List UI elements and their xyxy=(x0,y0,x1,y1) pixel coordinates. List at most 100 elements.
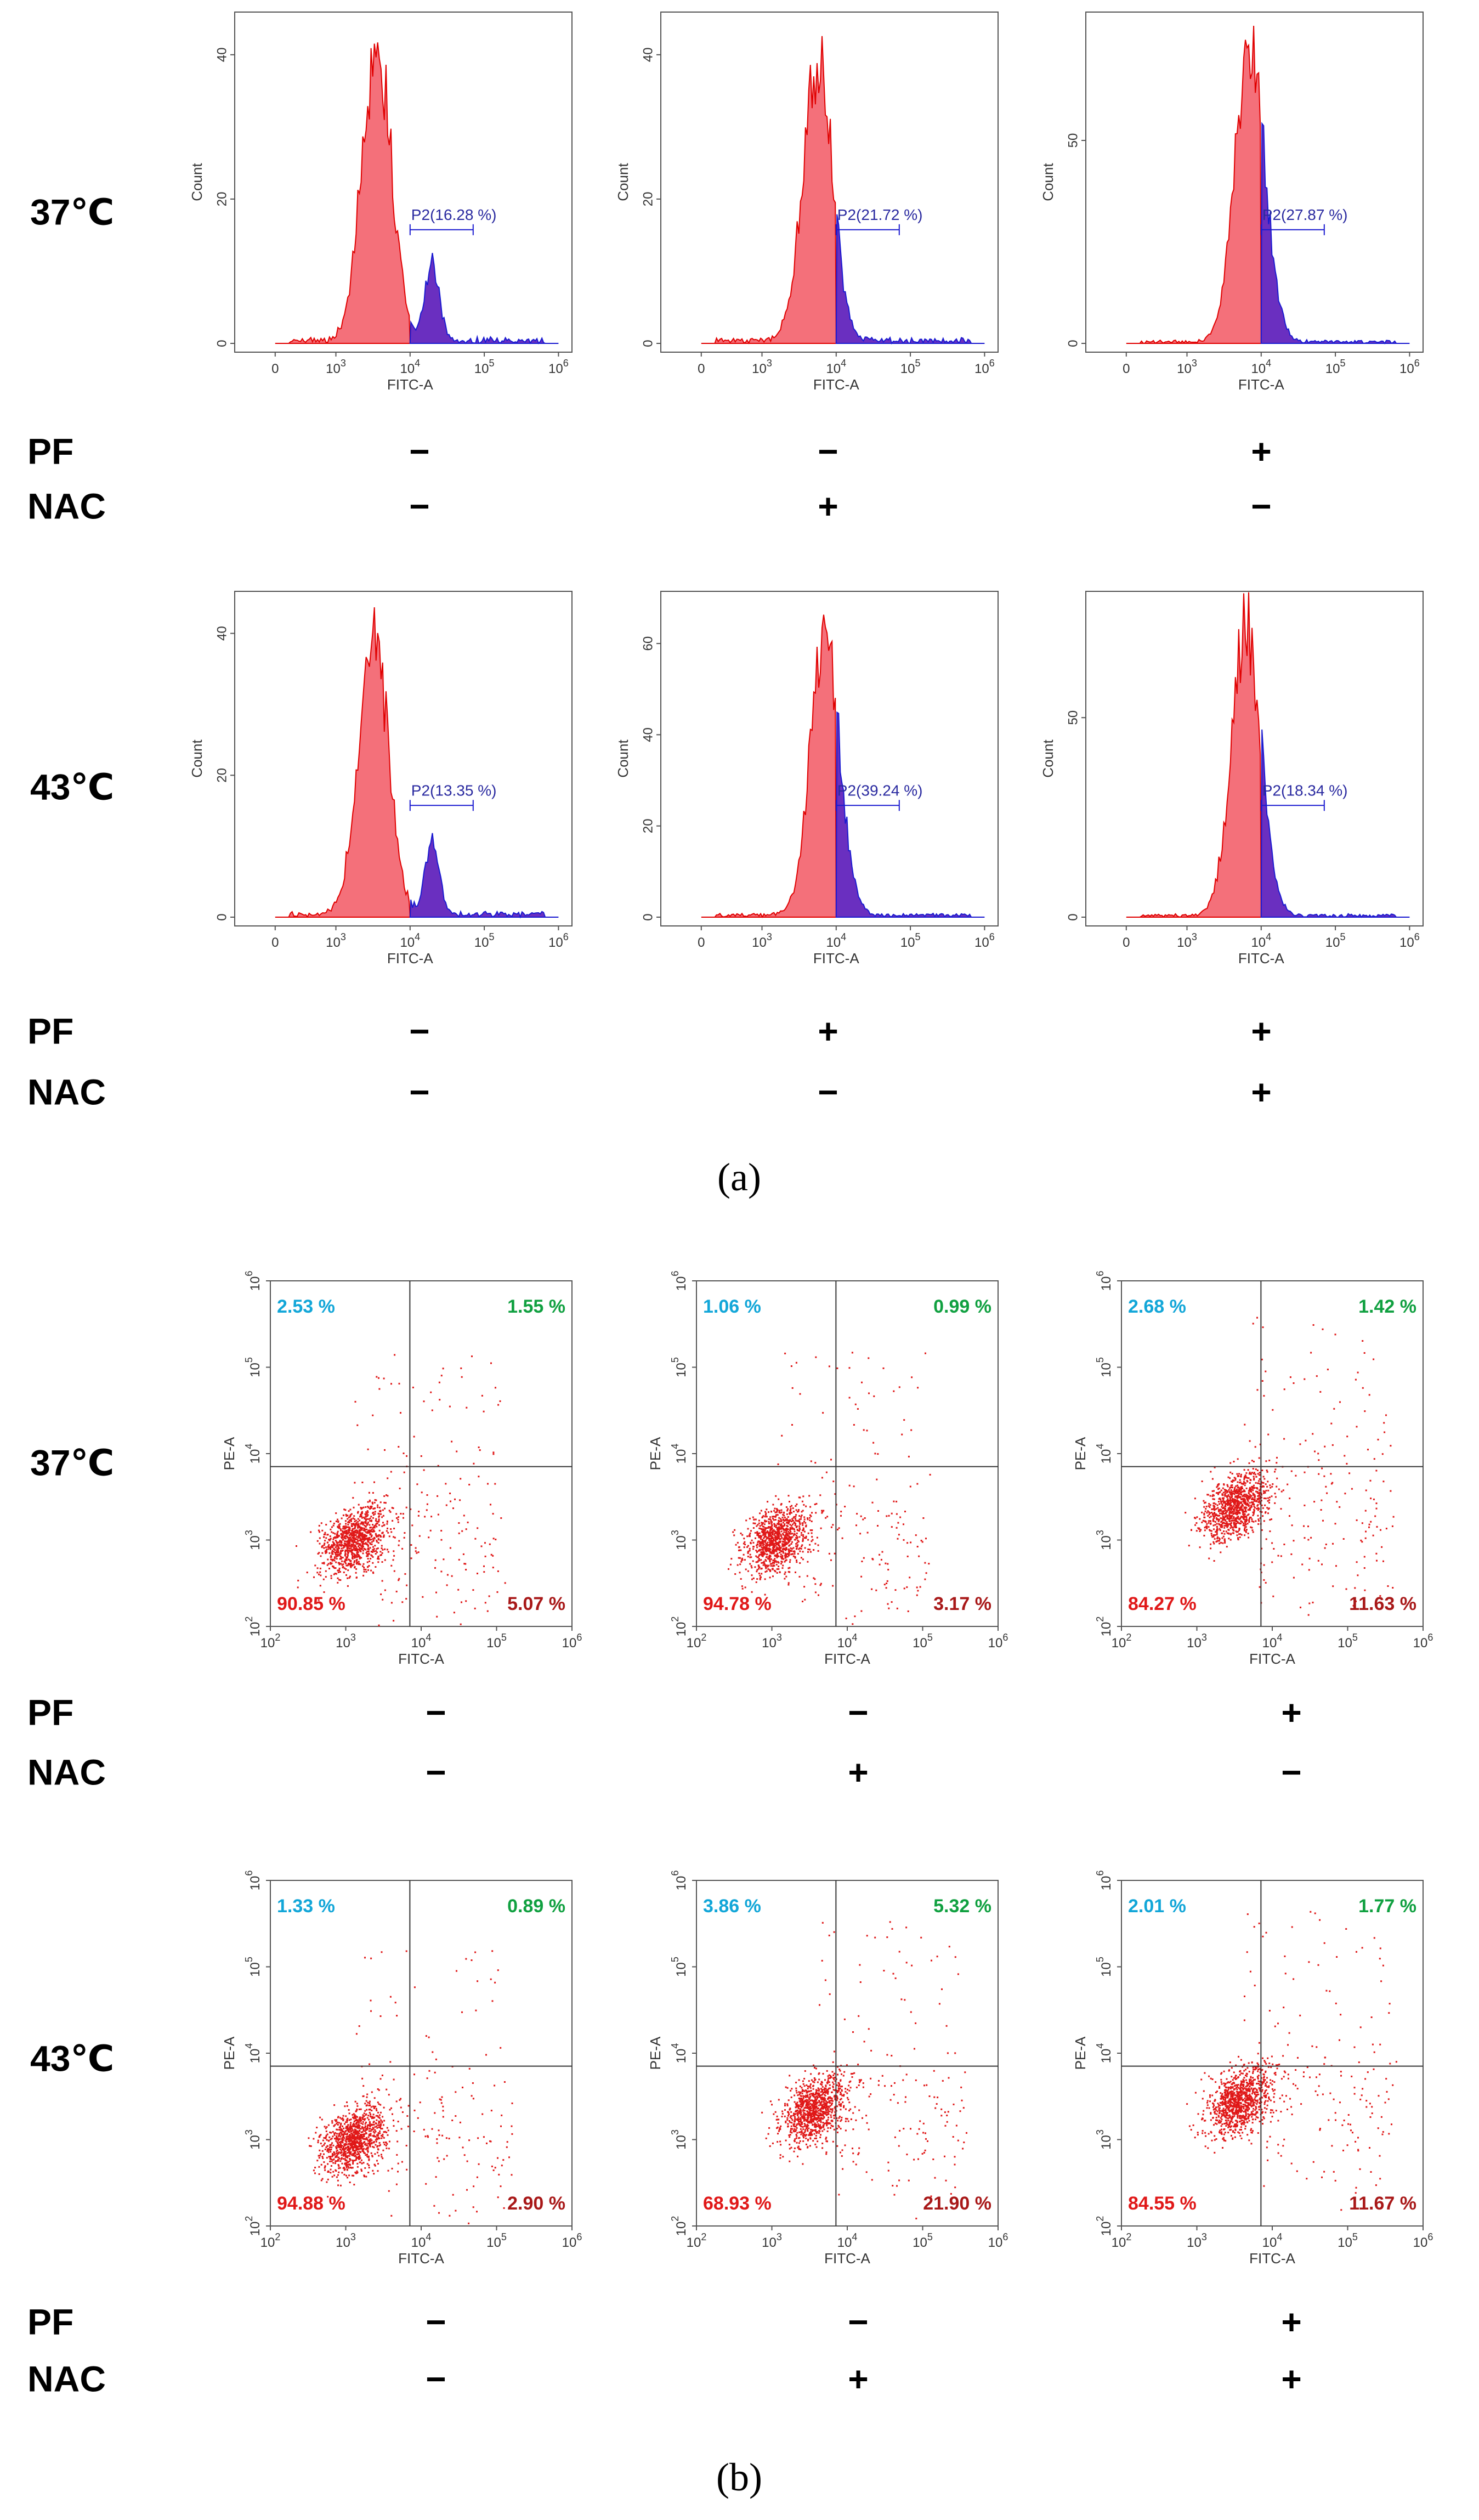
scatter-dot xyxy=(356,2108,358,2110)
scatter-dot xyxy=(344,2159,347,2161)
scatter-dot xyxy=(387,2129,389,2132)
scatter-dot xyxy=(418,1535,421,1537)
scatter-dot xyxy=(370,1558,372,1560)
scatter-dot xyxy=(781,1545,784,1547)
scatter-dot xyxy=(316,1540,319,1542)
scatter-dot xyxy=(1259,1478,1261,1480)
scatter-dot xyxy=(777,1514,779,1516)
scatter-dot xyxy=(329,2160,331,2162)
scatter-dot xyxy=(353,1556,355,1558)
scatter-dot xyxy=(1244,1511,1245,1512)
scatter-dot xyxy=(759,1578,761,1580)
x-tick-label: 106 xyxy=(562,1632,582,1651)
scatter-dot xyxy=(357,2131,359,2133)
scatter-dot xyxy=(336,1558,338,1560)
scatter-dot xyxy=(339,1571,341,1573)
scatter-dot xyxy=(359,1532,361,1534)
scatter-dot xyxy=(350,1518,353,1520)
scatter-dot xyxy=(782,1522,784,1524)
scatter-dot xyxy=(759,1542,761,1545)
scatter-dot xyxy=(770,1539,772,1541)
scatter-dot xyxy=(1234,1487,1236,1489)
scatter-dot xyxy=(378,2145,381,2147)
scatter-dot xyxy=(928,1563,930,1565)
scatter-dot xyxy=(337,1581,339,1584)
scatter-dot xyxy=(506,2141,508,2143)
scatter-dot xyxy=(772,1530,774,1532)
scatter-dot xyxy=(360,1545,362,1547)
scatter-dot xyxy=(343,1532,345,1533)
scatter-dot xyxy=(353,1563,355,1566)
scatter-dot xyxy=(324,2142,326,2144)
scatter-dot xyxy=(754,1522,756,1524)
scatter-dot xyxy=(318,1552,320,1554)
scatter-dot xyxy=(1243,1482,1245,1484)
scatter-dot xyxy=(1223,1525,1226,1527)
scatter-dot xyxy=(378,2120,380,2122)
y-tick-label: 0 xyxy=(214,340,229,347)
scatter-dot xyxy=(378,2142,381,2144)
scatter-dot xyxy=(1263,1498,1265,1499)
scatter-dot xyxy=(1222,1511,1225,1513)
scatter-dot xyxy=(1223,1518,1225,1520)
scatter-dot xyxy=(786,1528,788,1530)
scatter-dot xyxy=(1332,1542,1334,1545)
scatter-dot xyxy=(375,1550,377,1552)
scatter-dot xyxy=(381,1951,383,1953)
scatter-dot xyxy=(1231,1481,1233,1483)
scatter-dot xyxy=(355,1529,358,1532)
scatter-dot xyxy=(492,1453,495,1455)
scatter-dot xyxy=(1239,1507,1241,1509)
scatter-dot xyxy=(765,1560,767,1562)
scatter-dot xyxy=(353,2137,355,2139)
scatter-dot xyxy=(781,1527,783,1529)
scatter-dot xyxy=(337,1577,339,1579)
x-tick-label: 106 xyxy=(1413,1632,1433,1651)
scatter-dot xyxy=(347,1539,349,1541)
scatter-dot xyxy=(779,1540,781,1542)
scatter-dot xyxy=(355,2139,357,2141)
scatter-dot xyxy=(1227,1517,1229,1519)
scatter-dot xyxy=(768,1526,769,1528)
scatter-dot xyxy=(784,1523,786,1525)
quadrant-ul-percent: 1.06 % xyxy=(703,1296,761,1317)
scatter-dot xyxy=(354,1532,356,1534)
scatter-dot xyxy=(378,2126,380,2128)
scatter-dot xyxy=(358,2132,360,2134)
scatter-dot xyxy=(325,2136,327,2138)
scatter-dot xyxy=(355,2130,356,2132)
scatter-dot xyxy=(781,1516,784,1518)
scatter-dot xyxy=(371,2155,373,2157)
scatter-dot xyxy=(339,2126,341,2128)
scatter-dot xyxy=(334,1544,336,1546)
scatter-dot xyxy=(345,2174,347,2177)
scatter-dot xyxy=(331,1531,333,1533)
scatter-dot xyxy=(1237,1487,1239,1489)
scatter-dot xyxy=(335,1567,337,1569)
scatter-dot xyxy=(1243,1478,1245,1481)
scatter-dot xyxy=(1225,1530,1227,1533)
x-tick-label: 103 xyxy=(326,931,346,950)
scatter-dot xyxy=(342,2117,344,2120)
scatter-dot xyxy=(460,1478,462,1480)
scatter-dot xyxy=(1273,1548,1275,1550)
scatter-dot xyxy=(454,1498,456,1500)
scatter-dot xyxy=(485,2054,487,2056)
scatter-dot xyxy=(330,1555,332,1557)
scatter-dot xyxy=(1216,1528,1219,1530)
scatter-dot xyxy=(766,1527,768,1529)
scatter-dot xyxy=(830,1526,832,1528)
scatter-dot xyxy=(344,1527,347,1529)
scatter-dot xyxy=(452,1507,454,1510)
y-tick-label: 103 xyxy=(1095,1530,1114,1550)
scatter-dot xyxy=(1206,1526,1208,1528)
scatter-dot xyxy=(782,1547,784,1550)
scatter-dot xyxy=(1308,1557,1311,1560)
x-tick-label: 0 xyxy=(698,935,705,950)
scatter-dot xyxy=(766,1570,768,1572)
scatter-dot xyxy=(1215,1508,1217,1510)
scatter-dot xyxy=(1217,1520,1220,1522)
y-axis-label: PE-A xyxy=(1072,1437,1089,1470)
scatter-dot xyxy=(355,2133,357,2135)
scatter-dot xyxy=(354,1547,356,1550)
